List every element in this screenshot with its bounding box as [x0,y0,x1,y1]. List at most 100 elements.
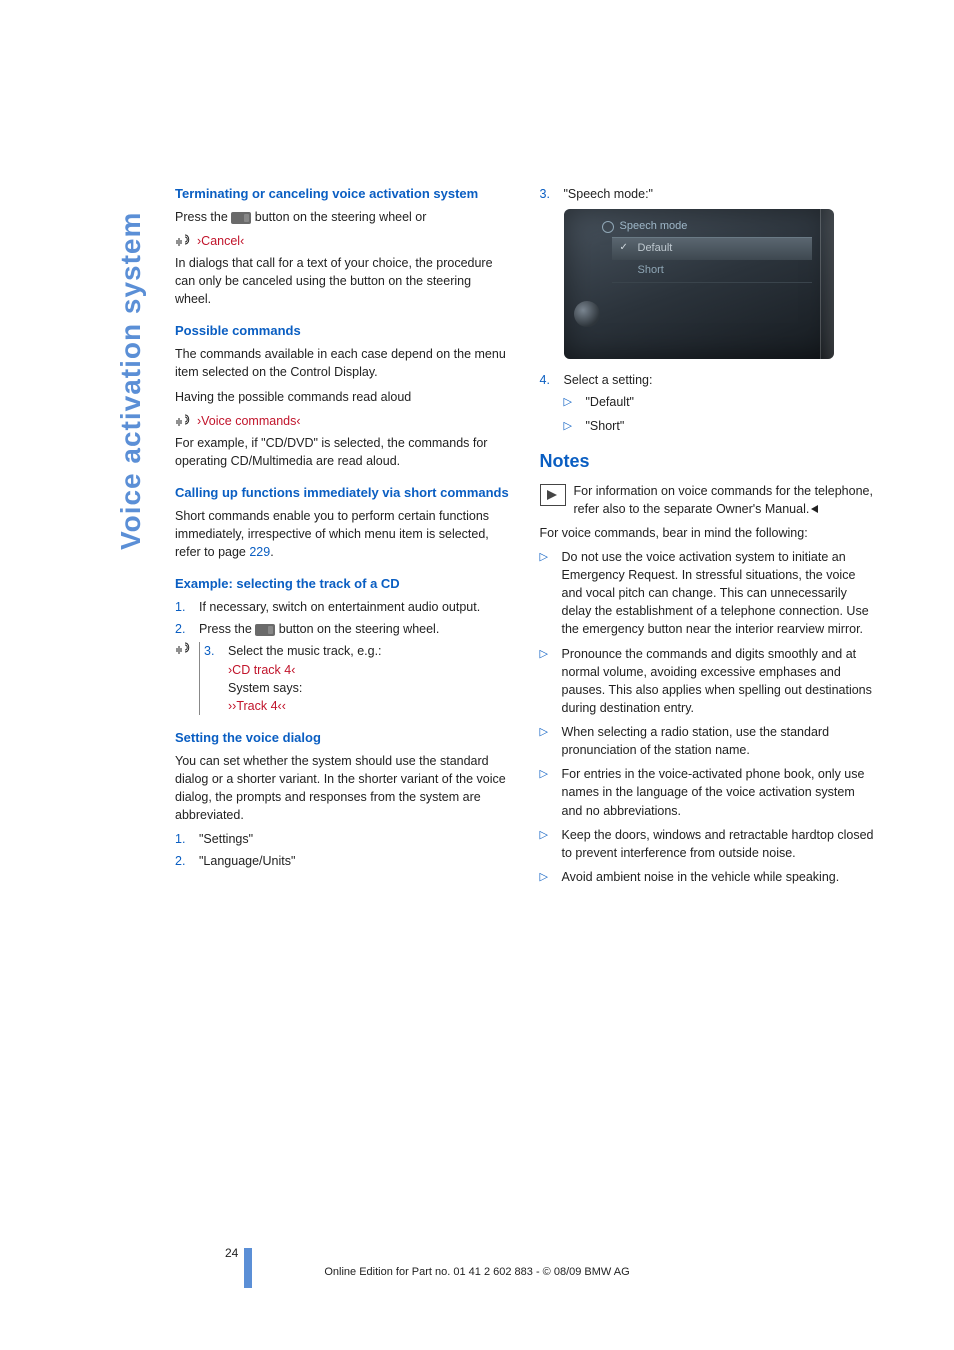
text: button on the steering wheel or [255,210,427,224]
text: Keep the doors, windows and retractable … [562,826,875,862]
cd-dvd-example: For example, if "CD/DVD" is selected, th… [175,434,510,470]
page-link-229[interactable]: 229 [249,545,270,559]
num: 1. [175,598,189,616]
text: For information on voice commands for th… [574,484,873,516]
bullet-4: ▷ For entries in the voice-activated pho… [540,765,875,819]
step-text: If necessary, switch on entertainment au… [199,598,510,616]
note-block: For information on voice commands for th… [540,482,875,518]
track-4: ››Track 4‹‹ [228,697,510,715]
text: Avoid ambient noise in the vehicle while… [562,868,875,886]
triangle-icon: ▷ [540,828,552,862]
triangle-icon: ▷ [540,725,552,759]
note-icon [540,484,566,506]
bullet-5: ▷ Keep the doors, windows and retractabl… [540,826,875,862]
footer-text: Online Edition for Part no. 01 41 2 602 … [0,1266,954,1278]
text: When selecting a radio station, use the … [562,723,875,759]
settings-2: 2. "Language/Units" [175,852,510,870]
bear-in-mind: For voice commands, bear in mind the fol… [540,524,875,542]
voice-commands-line: ›Voice commands‹ [175,412,510,430]
bullet-1: ▷ Do not use the voice activation system… [540,548,875,639]
sidebar-title: Voice activation system [115,212,147,550]
triangle-icon: ▷ [564,419,576,435]
triangle-icon: ▷ [540,550,552,639]
settings-1: 1. "Settings" [175,830,510,848]
page-number: 24 [225,1246,238,1260]
step-3-block: 3. Select the music track, e.g.: ›CD tra… [175,642,510,715]
heading-short-commands: Calling up functions immediately via sho… [175,484,510,503]
num: 2. [175,852,189,870]
heading-possible: Possible commands [175,322,510,341]
voice-icon [175,414,191,428]
step-text: "Language/Units" [199,852,510,870]
num: 4. [540,371,554,389]
setting-short: ▷ "Short" [564,417,875,435]
num: 3. [540,185,554,203]
idrive-knob-icon [574,301,600,327]
screenshot-edge [820,209,834,359]
settings-3: 3. "Speech mode:" [540,185,875,203]
step-3-body: 3. Select the music track, e.g.: ›CD tra… [199,642,510,715]
speech-mode-screenshot: Speech mode Default Short [564,209,834,359]
step-text: "Settings" [199,830,510,848]
screenshot-title-bar: Speech mode [602,219,688,235]
step-text: Press the button on the steering wheel. [199,620,510,638]
heading-notes: Notes [540,448,875,474]
triangle-icon: ▷ [540,767,552,819]
end-triangle-icon [811,505,818,513]
setting-default: ▷ "Default" [564,393,875,411]
step-2: 2. Press the button on the steering whee… [175,620,510,638]
press-button-text: Press the button on the steering wheel o… [175,208,510,226]
triangle-icon: ▷ [540,647,552,718]
text: Short commands enable you to perform cer… [175,509,489,559]
num: 2. [175,620,189,638]
heading-terminating: Terminating or canceling voice activatio… [175,185,510,204]
short-commands-text: Short commands enable you to perform cer… [175,507,510,561]
text: button on the steering wheel. [279,622,440,636]
text: Pronounce the commands and digits smooth… [562,645,875,718]
right-column: 3. "Speech mode:" Speech mode Default Sh… [540,185,875,892]
screenshot-title: Speech mode [620,219,688,235]
num: 3. [204,642,218,660]
note-text: For information on voice commands for th… [574,482,875,518]
text: "Default" [586,393,875,411]
text: Do not use the voice activation system t… [562,548,875,639]
voice-dialog-text: You can set whether the system should us… [175,752,510,825]
text: Press the [175,210,231,224]
text: Press the [199,622,255,636]
text: For entries in the voice-activated phone… [562,765,875,819]
bullet-6: ▷ Avoid ambient noise in the vehicle whi… [540,868,875,886]
heading-voice-dialog: Setting the voice dialog [175,729,510,748]
steering-button-icon [255,624,275,636]
step-1: 1. If necessary, switch on entertainment… [175,598,510,616]
settings-4: 4. Select a setting: [540,371,875,389]
globe-icon [602,221,614,233]
step-text: Select the music track, e.g.: [228,642,510,660]
bullet-2: ▷ Pronounce the commands and digits smoo… [540,645,875,718]
text: . [270,545,273,559]
dialog-note: In dialogs that call for a text of your … [175,254,510,308]
steering-button-icon [231,212,251,224]
cd-track-4: ›CD track 4‹ [228,661,510,679]
read-aloud: Having the possible commands read aloud [175,388,510,406]
step-text: "Speech mode:" [564,185,875,203]
triangle-icon: ▷ [540,870,552,886]
voice-icon [175,642,191,656]
step-text: Select a setting: [564,371,875,389]
num: 1. [175,830,189,848]
text: "Short" [586,417,875,435]
bullet-3: ▷ When selecting a radio station, use th… [540,723,875,759]
voice-icon [175,234,191,248]
cancel-command: ›Cancel‹ [175,232,510,250]
triangle-icon: ▷ [564,395,576,411]
commands-depend: The commands available in each case depe… [175,345,510,381]
heading-example-cd: Example: selecting the track of a CD [175,575,510,594]
menu-short: Short [612,260,812,282]
left-column: Terminating or canceling voice activatio… [175,185,510,892]
screenshot-menu: Default Short [612,237,812,283]
cancel-text: ›Cancel‹ [197,232,244,250]
system-says: System says: [228,679,510,697]
menu-default: Default [612,238,812,260]
voice-commands-text: ›Voice commands‹ [197,412,301,430]
step-3: 3. Select the music track, e.g.: [204,642,510,660]
page: Voice activation system Terminating or c… [0,0,954,1350]
